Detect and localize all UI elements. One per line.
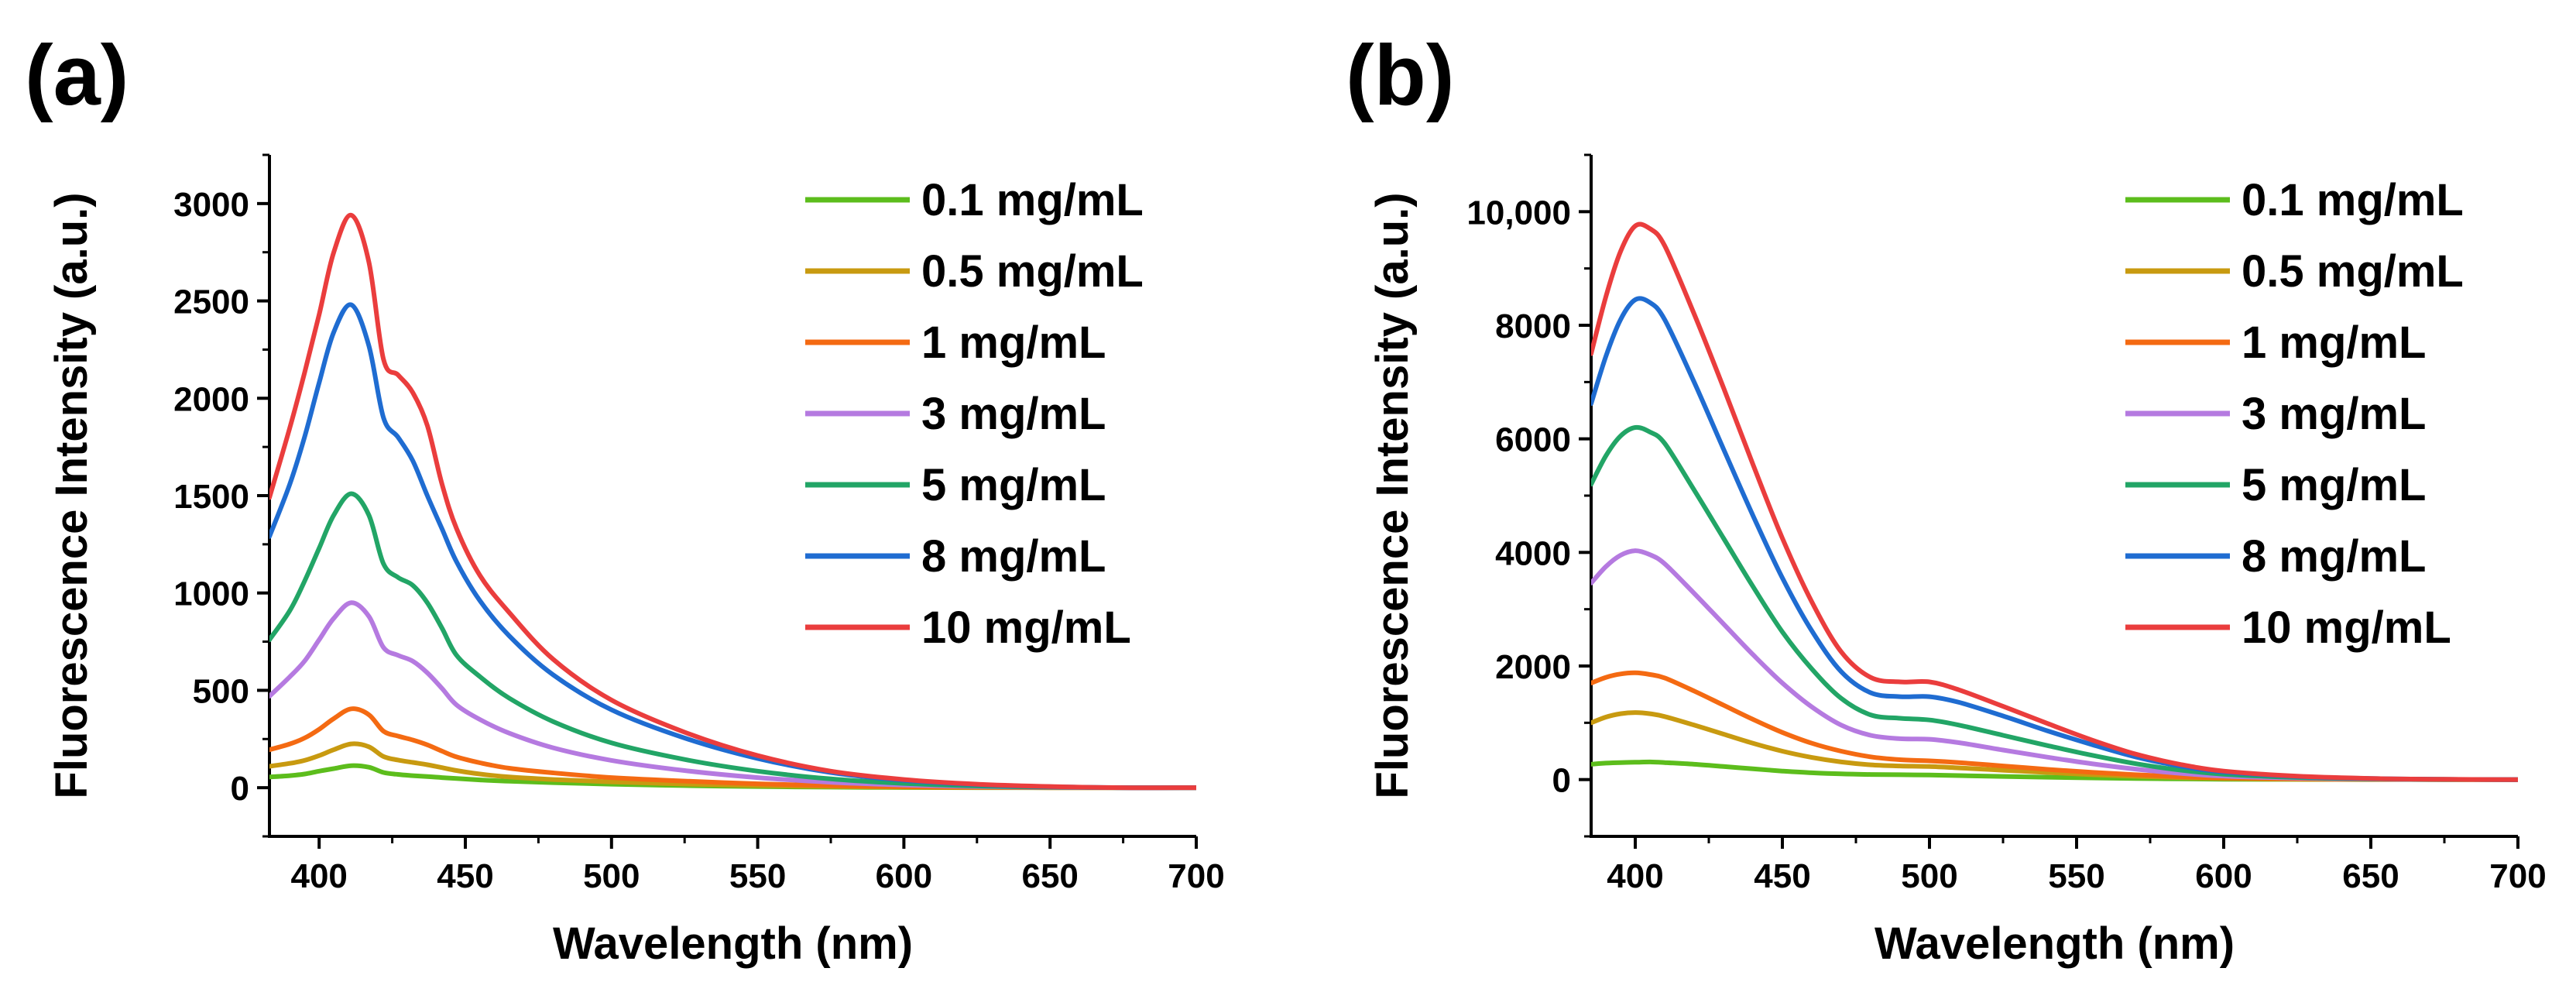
legend-label: 8 mg/mL [2242, 531, 2427, 582]
legend: 0.1 mg/mL 0.5 mg/mL 1 mg/mL 3 mg/mL 5 mg/mL 8… [805, 175, 1144, 653]
y-tick-label: 0 [231, 770, 249, 808]
y-tick-label: 2000 [1495, 648, 1571, 686]
y-tick-label: 6000 [1495, 421, 1571, 459]
x-tick-label: 450 [1754, 857, 1810, 895]
y-axis-title: Fluorescence Intensity (a.u.) [46, 192, 97, 798]
legend-label: 0.1 mg/mL [2242, 175, 2464, 225]
y-tick-label: 8000 [1495, 307, 1571, 345]
x-tick-label: 450 [437, 857, 493, 895]
x-axis-title: Wavelength (nm) [553, 918, 913, 969]
x-tick-label: 500 [583, 857, 640, 895]
y-tick-label: 1000 [173, 575, 249, 613]
series-line [269, 212, 1196, 791]
y-tick-label: 2000 [173, 380, 249, 418]
legend-label: 0.5 mg/mL [921, 246, 1144, 297]
x-tick-label: 550 [729, 857, 786, 895]
legend: 0.1 mg/mL 0.5 mg/mL 1 mg/mL 3 mg/mL 5 mg/mL 8… [2125, 175, 2464, 653]
chart-panel-a: (a) 400 450 500 550 600 650 700 0 500 1000 1500 2000… [25, 28, 1225, 969]
legend-label: 3 mg/mL [921, 389, 1106, 439]
legend-label: 5 mg/mL [2242, 460, 2427, 510]
x-tick-label: 600 [2195, 857, 2252, 895]
x-tick-label: 650 [2342, 857, 2399, 895]
x-tick-label: 400 [1607, 857, 1663, 895]
x-tick-label: 700 [1168, 857, 1224, 895]
x-tick-label: 550 [2048, 857, 2104, 895]
legend-label: 1 mg/mL [2242, 318, 2427, 368]
series-group [1591, 221, 2518, 782]
x-tick-label: 500 [1901, 857, 1957, 895]
legend-label: 1 mg/mL [921, 318, 1106, 368]
legend-label: 10 mg/mL [921, 602, 1131, 653]
x-tick-label: 700 [2489, 857, 2546, 895]
legend-label: 5 mg/mL [921, 460, 1106, 510]
series-line [1591, 221, 2518, 782]
y-tick-label: 500 [193, 672, 249, 710]
y-tick-label: 1500 [173, 478, 249, 516]
y-tick-label: 10,000 [1466, 194, 1571, 232]
y-tick-label: 4000 [1495, 534, 1571, 572]
y-tick-label: 3000 [173, 186, 249, 224]
chart-panel-b: (b) 400 450 500 550 600 650 700 0 2000 4000 6000 800… [1346, 28, 2547, 969]
panel-label: (a) [25, 28, 129, 123]
y-tick-label: 2500 [173, 283, 249, 321]
x-tick-label: 600 [876, 857, 932, 895]
series-group [269, 212, 1196, 791]
y-tick-label: 0 [1552, 762, 1571, 800]
legend-label: 8 mg/mL [921, 531, 1106, 582]
x-axis-title: Wavelength (nm) [1875, 918, 2235, 969]
panel-label: (b) [1346, 28, 1454, 123]
x-tick-label: 400 [290, 857, 347, 895]
legend-label: 0.1 mg/mL [921, 175, 1144, 225]
y-axis-title: Fluorescence Intensity (a.u.) [1367, 192, 1418, 798]
legend-label: 0.5 mg/mL [2242, 246, 2464, 297]
legend-label: 3 mg/mL [2242, 389, 2427, 439]
legend-label: 10 mg/mL [2242, 602, 2451, 653]
x-tick-label: 650 [1021, 857, 1078, 895]
